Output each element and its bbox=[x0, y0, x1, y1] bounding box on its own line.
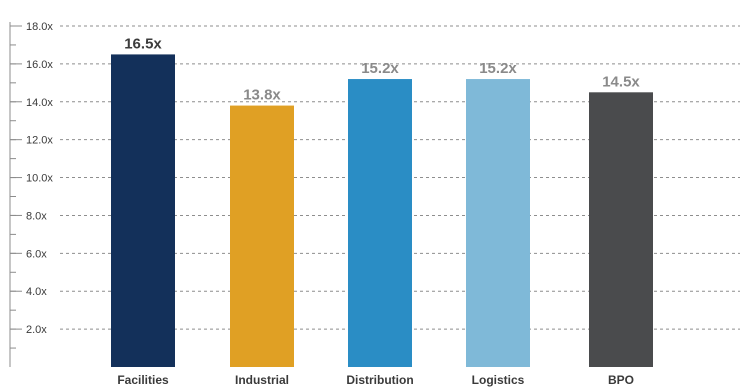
y-tick-label: 4.0x bbox=[26, 286, 47, 298]
x-axis-labels: Facilities Industrial Distribution Logistic… bbox=[117, 373, 634, 387]
data-label: 16.5x bbox=[124, 35, 162, 52]
bar-facilities bbox=[111, 54, 175, 368]
y-axis: 2.0x 4.0x 6.0x 8.0x 10.0x 12.0x 14.0x 16.0x 18.0… bbox=[9, 21, 53, 367]
data-label: 15.2x bbox=[361, 60, 399, 77]
y-tick-label: 16.0x bbox=[26, 59, 53, 71]
data-label: 14.5x bbox=[602, 73, 640, 90]
bar-logistics bbox=[466, 79, 530, 368]
data-label: 15.2x bbox=[479, 60, 517, 77]
y-tick-label: 12.0x bbox=[26, 135, 53, 147]
y-tick-label: 8.0x bbox=[26, 210, 47, 222]
y-tick-label: 14.0x bbox=[26, 97, 53, 109]
bars bbox=[111, 54, 653, 368]
bar-distribution bbox=[348, 79, 412, 368]
x-category-label: Logistics bbox=[472, 373, 525, 387]
y-tick-label: 10.0x bbox=[26, 173, 53, 185]
x-category-label: Distribution bbox=[346, 373, 413, 387]
y-tick-label: 2.0x bbox=[26, 324, 47, 336]
y-tick-label: 18.0x bbox=[26, 21, 53, 33]
x-category-label: BPO bbox=[608, 373, 634, 387]
y-tick-label: 6.0x bbox=[26, 248, 47, 260]
bar-industrial bbox=[230, 105, 294, 368]
data-labels: 16.5x 13.8x 15.2x 15.2x 14.5x bbox=[124, 35, 640, 103]
x-category-label: Facilities bbox=[117, 373, 169, 387]
bar-bpo bbox=[589, 92, 653, 368]
x-category-label: Industrial bbox=[235, 373, 289, 387]
data-label: 13.8x bbox=[243, 87, 281, 104]
